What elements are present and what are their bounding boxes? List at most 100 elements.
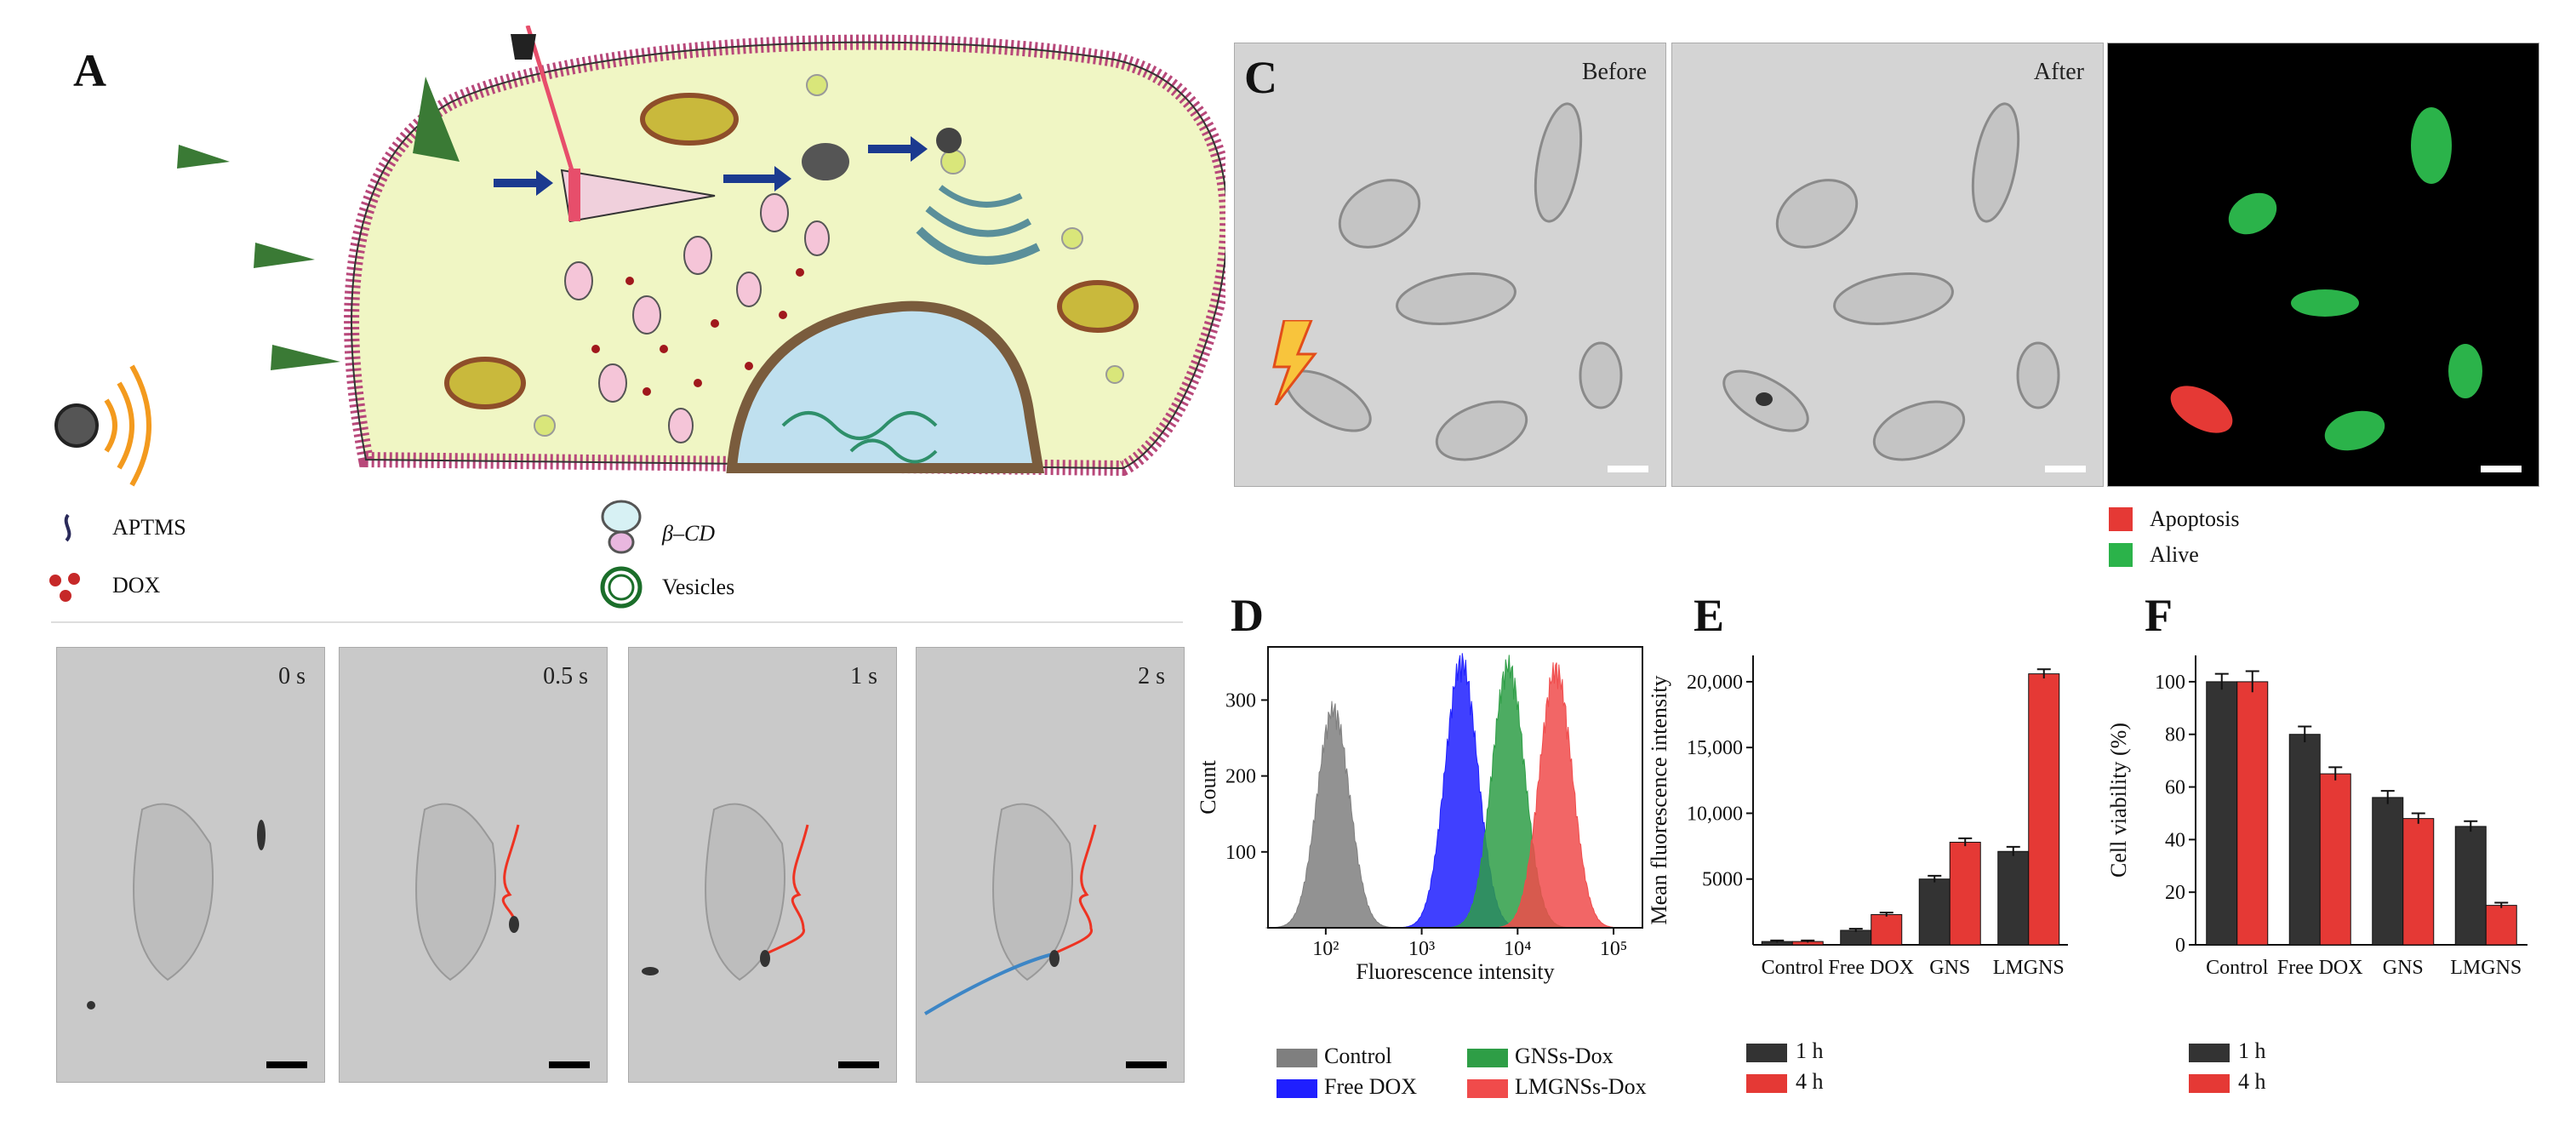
beta-cd-particles xyxy=(564,193,830,443)
y-tick-label: 300 xyxy=(1225,689,1256,712)
legend-1h-f: 1 h xyxy=(2238,1038,2266,1063)
legend-4h-f: 4 h xyxy=(2238,1069,2266,1094)
legend-vesicles: Vesicles xyxy=(662,575,735,599)
x-tick-label: 10³ xyxy=(1408,938,1435,960)
panel-label-f: F xyxy=(2145,590,2173,641)
after-label: After xyxy=(2033,59,2084,85)
bar-1h-control xyxy=(2206,681,2238,946)
bar-1h-lmgns xyxy=(1997,850,2030,946)
legend-alive: Alive xyxy=(2150,542,2199,567)
bar-1h-lmgns xyxy=(2454,826,2487,946)
y-axis-label: Count xyxy=(1196,759,1220,814)
chart-f: 0 20 40 60 80 100 Control Free DOX GNS LMGNS Cell … xyxy=(2106,655,2527,979)
legend-swatch-1h-e xyxy=(1746,1044,1787,1062)
bar-4h-lmgns xyxy=(2485,905,2517,946)
bar-4h-free-dox xyxy=(1871,913,1903,946)
legend-4h-e: 4 h xyxy=(1796,1069,1824,1094)
scale-bar xyxy=(1608,466,1648,472)
alive-swatch xyxy=(2109,543,2133,567)
chart-d: 100 200 300 10² 10³ 10⁴ 10⁵ Fluorescence intens… xyxy=(1196,646,1643,984)
aptms-icon xyxy=(64,513,71,542)
y-tick-label: 15,000 xyxy=(1687,737,1743,759)
beta-cd-icon xyxy=(601,500,642,554)
chart-e: 5000 10,000 15,000 20,000 Control Free DOX GNS… xyxy=(1647,655,2068,979)
apoptosis-swatch xyxy=(2109,507,2133,531)
panel-b-frame-1: 0.5 s xyxy=(339,647,608,1083)
external-motors xyxy=(177,77,460,370)
panel-c-after: After xyxy=(1671,43,2104,487)
x-tick-label: GNS xyxy=(2383,957,2424,979)
scale-bar xyxy=(2045,466,2086,472)
panel-label-e: E xyxy=(1694,590,1725,641)
panel-b-divider xyxy=(51,621,1183,623)
legend-gnss-dox: GNSs-Dox xyxy=(1515,1044,1614,1068)
x-tick-label: Control xyxy=(1762,957,1825,979)
legend-control: Control xyxy=(1324,1044,1392,1068)
bar-4h-lmgns xyxy=(2028,673,2060,946)
legend-swatch-lmgnss-dox xyxy=(1467,1079,1508,1098)
scale-bar xyxy=(266,1061,307,1068)
plot-frame xyxy=(1267,646,1643,929)
histogram-lmgnss-dox xyxy=(1488,662,1624,929)
x-tick-label: LMGNS xyxy=(1993,957,2065,979)
time-label: 0 s xyxy=(278,663,306,689)
legend-beta-cd: β–CD xyxy=(662,521,716,546)
x-tick-label: Control xyxy=(2206,957,2269,979)
y-tick-label: 40 xyxy=(2165,829,2185,851)
legend-free-dox: Free DOX xyxy=(1324,1074,1418,1099)
time-label: 1 s xyxy=(850,663,877,689)
mitochondrion xyxy=(1057,280,1139,333)
legend-1h-e: 1 h xyxy=(1796,1038,1824,1063)
y-axis-label: Mean fluorescence intensity xyxy=(1647,675,1671,924)
legend-swatch-1h-f xyxy=(2189,1044,2230,1062)
legend-swatch-4h-e xyxy=(1746,1074,1787,1093)
panel-b-frame-3: 2 s xyxy=(916,647,1185,1083)
y-axis-label: Cell viability (%) xyxy=(2106,723,2131,878)
y-tick-label: 100 xyxy=(1225,842,1256,864)
x-axis-label: Fluorescence intensity xyxy=(1356,959,1554,984)
scale-bar xyxy=(549,1061,590,1068)
time-label: 0.5 s xyxy=(543,663,588,689)
y-tick-label: 20 xyxy=(2165,882,2185,904)
before-label: Before xyxy=(1581,59,1647,85)
bar-1h-gns xyxy=(2372,797,2404,946)
x-tick-label: Free DOX xyxy=(2277,957,2363,979)
panel-label-a: A xyxy=(73,45,106,96)
dox-icon xyxy=(49,573,80,602)
scale-bar xyxy=(2481,466,2522,472)
x-tick-label: LMGNS xyxy=(2450,957,2522,979)
bar-1h-free-dox xyxy=(1840,930,1872,946)
mitochondrion xyxy=(640,93,739,146)
bar-1h-gns xyxy=(1918,878,1951,946)
bar-4h-gns xyxy=(1949,841,1981,946)
nucleus xyxy=(726,300,1045,473)
legend-swatch-free-dox xyxy=(1277,1079,1317,1098)
y-tick-label: 60 xyxy=(2165,777,2185,799)
golgi xyxy=(916,226,1041,265)
legend-lmgnss-dox: LMGNSs-Dox xyxy=(1515,1074,1647,1099)
panel-label-d: D xyxy=(1231,590,1264,641)
x-tick-label: 10⁴ xyxy=(1504,938,1531,960)
x-tick-label: GNS xyxy=(1929,957,1970,979)
mitochondrion xyxy=(444,357,526,409)
laser-bolt-icon xyxy=(1272,320,1318,405)
y-tick-label: 0 xyxy=(2175,935,2185,957)
y-tick-label: 100 xyxy=(2155,672,2185,694)
scale-bar xyxy=(838,1061,879,1068)
x-tick-label: 10⁵ xyxy=(1600,938,1627,960)
vesicles xyxy=(534,74,1124,437)
x-tick-label: Free DOX xyxy=(1828,957,1914,979)
bar-4h-free-dox xyxy=(2319,773,2351,946)
cell-schematic xyxy=(54,26,1225,487)
vesicles-icon xyxy=(600,566,643,609)
histogram-control xyxy=(1265,701,1401,929)
panel-label-c: C xyxy=(1244,52,1277,103)
scale-bar xyxy=(1126,1061,1167,1068)
y-tick-label: 20,000 xyxy=(1687,672,1743,694)
legend-swatch-control xyxy=(1277,1049,1317,1067)
y-tick-label: 80 xyxy=(2165,724,2185,746)
dox-dots xyxy=(591,268,804,396)
y-tick-label: 5000 xyxy=(1702,869,1743,891)
panel-c-before: Before xyxy=(1234,43,1666,487)
legend-swatch-gnss-dox xyxy=(1467,1049,1508,1067)
